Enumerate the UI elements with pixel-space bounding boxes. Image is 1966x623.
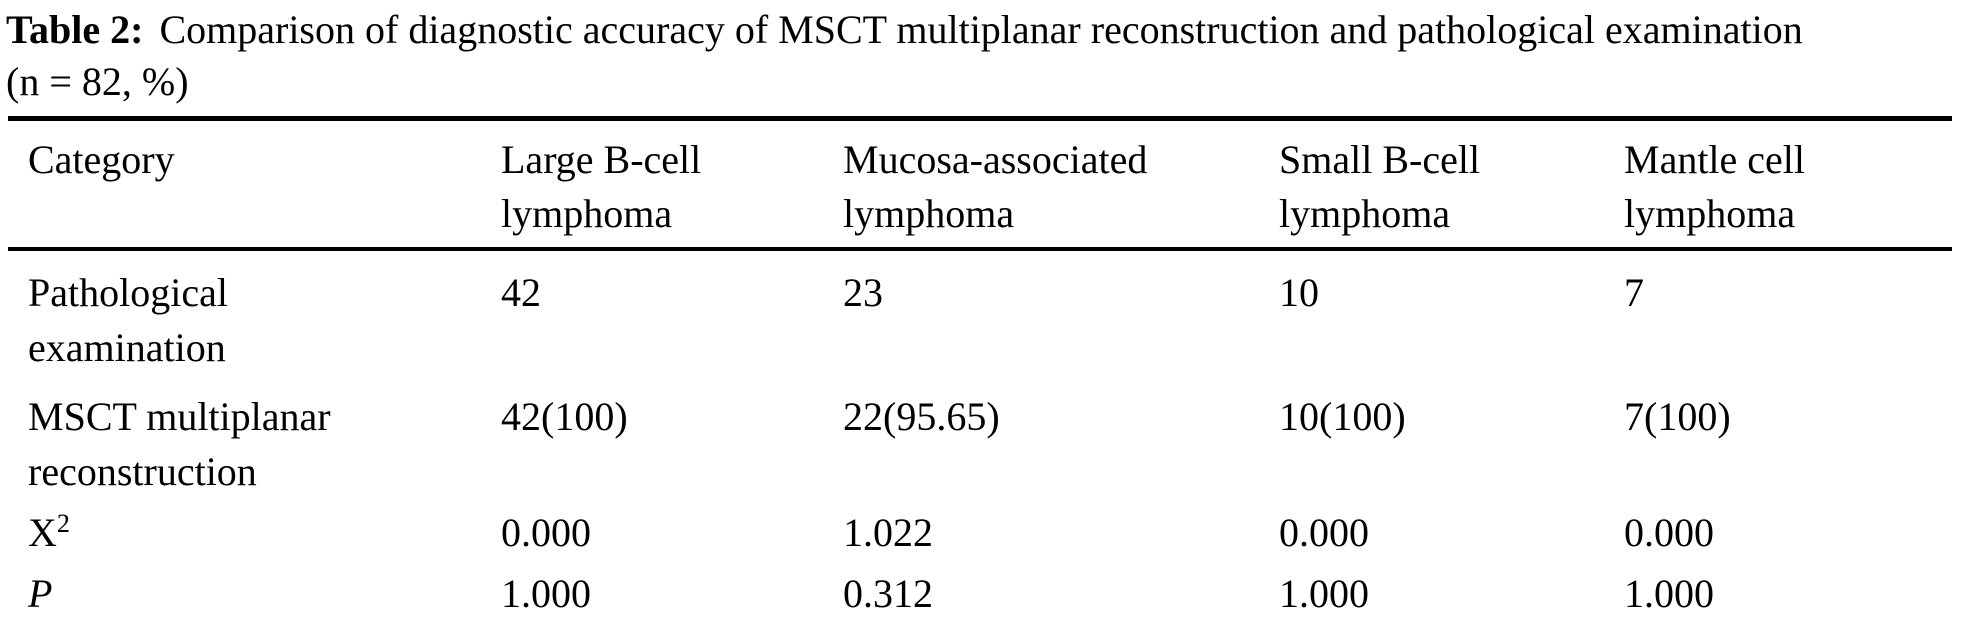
table-cell: 1.000 (1624, 571, 1714, 616)
row-label: P (28, 571, 53, 616)
comparison-table: Category Large B-cell lymphoma Mucosa-as… (8, 116, 1952, 623)
table-cell: 0.000 (501, 510, 591, 555)
table-cell: 1.000 (501, 571, 591, 616)
table-caption-sample-size: (n = 82, %) (6, 59, 189, 104)
header-row: Category Large B-cell lymphoma Mucosa-as… (8, 118, 1952, 251)
table-row-p-value: P 1.000 0.312 1.000 1.000 (8, 560, 1952, 623)
table-cell: 22(95.65) (843, 394, 1000, 439)
table-cell: 42 (501, 270, 541, 315)
table-cell: 1.000 (1279, 571, 1369, 616)
table-cell: 7(100) (1624, 394, 1731, 439)
chi-square-exponent: 2 (56, 509, 70, 538)
table-row-chi-square: X2 0.000 1.022 0.000 0.000 (8, 499, 1952, 560)
row-label: Pathological examination (28, 270, 228, 370)
table-caption-number: Table 2: (6, 7, 144, 52)
row-label: X2 (8, 499, 481, 560)
table-row-msct-reconstruction: MSCT multiplanar reconstruction 42(100) … (8, 375, 1952, 499)
table-caption: Table 2: Comparison of diagnostic accurac… (0, 0, 1966, 108)
table-cell: 0.000 (1624, 510, 1714, 555)
row-label: MSCT multiplanar reconstruction (28, 394, 331, 494)
table-cell: 1.022 (843, 510, 933, 555)
table-cell: 10(100) (1279, 394, 1406, 439)
table-cell: 23 (843, 270, 883, 315)
table-cell: 42(100) (501, 394, 628, 439)
table-caption-text: Comparison of diagnostic accuracy of MSC… (159, 7, 1803, 52)
table-cell: 0.000 (1279, 510, 1369, 555)
column-header-mucosa-associated: Mucosa-associated lymphoma (823, 118, 1259, 251)
column-header-category: Category (8, 118, 481, 251)
chi-square-symbol: X (28, 510, 57, 555)
table-cell: 7 (1624, 270, 1644, 315)
column-header-small-b-cell: Small B-cell lymphoma (1259, 118, 1604, 251)
column-header-mantle-cell: Mantle cell lymphoma (1604, 118, 1952, 251)
table-cell: 10 (1279, 270, 1319, 315)
column-header-large-b-cell: Large B-cell lymphoma (481, 118, 823, 251)
table-row-pathological-examination: Pathological examination 42 23 10 7 (8, 249, 1952, 375)
table-cell: 0.312 (843, 571, 933, 616)
